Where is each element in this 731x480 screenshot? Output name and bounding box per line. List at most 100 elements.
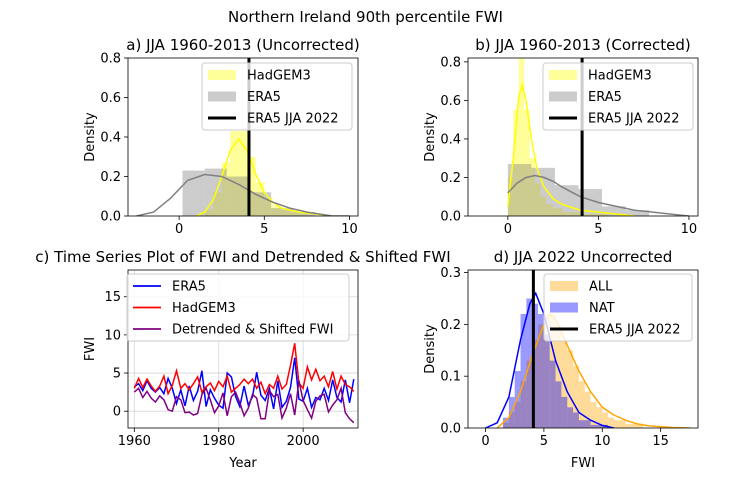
hist-bar-nat <box>578 420 591 428</box>
hist-bar-hadgem3 <box>507 177 514 216</box>
legend-label: ERA5 JJA 2022 <box>588 112 680 127</box>
legend-a: HadGEM3 ERA5 ERA5 JJA 2022 <box>201 62 353 131</box>
legend-label: HadGEM3 <box>247 69 311 84</box>
hist-bar-all <box>520 381 527 428</box>
hist-bar-all <box>602 412 609 428</box>
hist-bar-hadgem3 <box>535 183 541 216</box>
hist-bar-nat <box>543 334 550 428</box>
y-tick-label: 0 <box>113 405 121 420</box>
y-tick-label: 0.2 <box>440 171 461 186</box>
y-tick-label: 0.0 <box>440 422 461 437</box>
hist-bar-era5 <box>625 210 650 216</box>
hist-bar-all <box>567 350 574 428</box>
hist-bar-hadgem3 <box>255 182 265 216</box>
legend-label: HadGEM3 <box>172 301 236 316</box>
hist-bar-all <box>538 324 544 428</box>
legend-label: HadGEM3 <box>588 69 652 84</box>
legend-label: ERA5 <box>247 90 281 105</box>
hist-bar-era5 <box>293 212 316 216</box>
hist-bar-hadgem3 <box>264 198 273 216</box>
hist-bar-all <box>508 412 515 428</box>
legend-frame <box>201 62 353 131</box>
hist-bar-all <box>526 360 533 428</box>
y-tick-label: 0.2 <box>440 318 461 333</box>
x-tick-label: 5 <box>540 434 548 449</box>
y-tick-label: 10 <box>104 328 121 343</box>
hist-bar-hadgem3 <box>247 156 256 216</box>
panel-a: 0 5 10 0.0 0.2 0.4 0.6 0.8 a) JJA 1960-2013 (Unc… <box>83 36 360 237</box>
hist-bar-nat <box>555 381 562 428</box>
panel-title-d: d) JJA 2022 Uncorrected <box>494 248 672 266</box>
hist-bar-all <box>532 339 539 428</box>
hist-bar-era5 <box>226 176 249 216</box>
hist-bar-all <box>514 402 521 428</box>
hist-bar-era5 <box>271 208 294 216</box>
y-axis-label-b: Density <box>423 112 438 162</box>
axes-frame-c <box>127 269 359 429</box>
hist-bar-era5 <box>602 206 626 216</box>
hist-bar-hadgem3 <box>289 212 299 216</box>
hist-bar-hadgem3 <box>529 158 536 216</box>
legend-label: ERA5 JJA 2022 <box>589 323 681 338</box>
y-tick-label: 0.2 <box>100 170 121 185</box>
x-axis-label-c: Year <box>228 456 257 471</box>
y-tick-label: 0.1 <box>440 370 461 385</box>
hist-bar-hadgem3 <box>562 212 581 216</box>
x-tick-label: 2000 <box>287 434 320 449</box>
legend-swatch <box>549 91 577 102</box>
kde-line-all <box>496 312 690 428</box>
hist-bar-nat <box>549 360 556 428</box>
legend-label: ALL <box>589 280 613 295</box>
hist-bar-hadgem3 <box>553 208 563 216</box>
x-tick-label: 0 <box>175 222 183 237</box>
hist-bar-hadgem3 <box>540 196 546 216</box>
legend-d: ALL NAT ERA5 JJA 2022 <box>543 273 693 342</box>
y-tick-label: 0.4 <box>100 131 121 146</box>
panel-title-a: a) JJA 1960-2013 (Uncorrected) <box>126 36 359 54</box>
hist-bar-all <box>555 324 562 428</box>
hist-bar-hadgem3 <box>580 214 608 216</box>
hist-bar-hadgem3 <box>238 131 248 216</box>
hist-bar-all <box>584 391 591 428</box>
hist-bar-nat <box>561 396 568 428</box>
y-tick-label: 0.4 <box>440 132 461 147</box>
hist-bar-hadgem3 <box>518 58 525 216</box>
hist-bar-nat <box>532 303 539 428</box>
x-tick-label: 10 <box>341 222 358 237</box>
legend-label: ERA5 <box>588 90 622 105</box>
hist-bar-all <box>608 417 614 428</box>
axes-frame-b <box>467 57 699 217</box>
hist-bar-all <box>543 314 550 428</box>
x-tick-label: 1980 <box>202 434 235 449</box>
figure-suptitle: Northern Ireland 90th percentile FWI <box>228 8 503 26</box>
hist-bar-hadgem3 <box>204 210 214 216</box>
hist-bar-all <box>578 381 585 428</box>
legend-frame <box>543 273 693 342</box>
y-tick-label: 0.6 <box>440 94 461 109</box>
legend-label: ERA5 JJA 2022 <box>247 112 339 127</box>
hist-bar-hadgem3 <box>545 204 554 216</box>
x-axis-label-d: FWI <box>571 456 595 471</box>
hist-bar-all <box>613 420 626 428</box>
x-tick-label: 5 <box>260 222 268 237</box>
hist-bar-all <box>549 314 556 428</box>
x-tick-label: 0 <box>481 434 489 449</box>
legend-label: ERA5 <box>172 280 206 295</box>
x-tick-label: 5 <box>594 222 602 237</box>
hist-bar-nat <box>520 314 527 428</box>
legend-frame <box>126 273 350 342</box>
panel-c: 1960 1980 2000 0 5 10 15 c) Time Series Plot of… <box>35 248 450 471</box>
hist-bar-hadgem3 <box>524 110 530 216</box>
hist-bar-nat <box>538 314 544 428</box>
hist-bar-all <box>590 402 597 428</box>
x-tick-label: 10 <box>594 434 611 449</box>
axes-frame-d <box>467 269 699 429</box>
y-axis-label-c: FWI <box>83 337 98 361</box>
legend-swatch <box>550 281 578 291</box>
panel-title-c: c) Time Series Plot of FWI and Detrended… <box>35 248 450 266</box>
hist-bar-nat <box>567 407 574 428</box>
hist-bar-all <box>573 365 579 428</box>
kde-line-era5 <box>507 174 689 216</box>
panel-d: 0 5 10 15 0.0 0.1 0.2 0.3 d) JJA 2022 Uncorrecte… <box>423 248 699 471</box>
x-tick-label: 10 <box>681 222 698 237</box>
